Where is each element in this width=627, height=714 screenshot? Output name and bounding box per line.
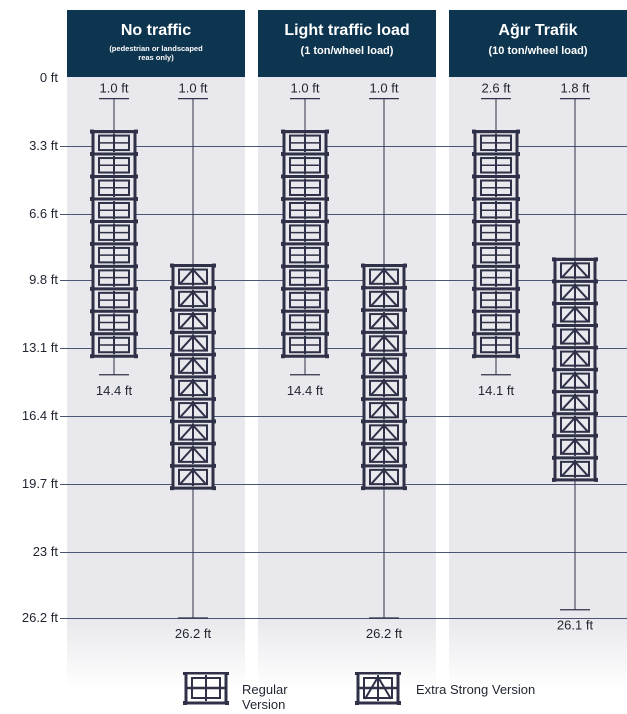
legend-regular-label: Regular Version xyxy=(242,682,288,712)
column-subtitle: (pedestrian or landscaped reas only) xyxy=(109,44,203,62)
y-tick-label: 13.1 ft xyxy=(21,339,58,355)
y-tick-label: 26.2 ft xyxy=(21,609,58,625)
column-title: Ağır Trafik xyxy=(498,22,578,39)
max-depth-label: 26.1 ft xyxy=(557,618,594,633)
gridline xyxy=(60,618,627,619)
column-header: Ağır Trafik (10 ton/wheel load) xyxy=(449,10,627,77)
regular-crate-bar: 2.6 ft 14.1 ft xyxy=(472,81,520,398)
gridline xyxy=(60,416,627,417)
gridline xyxy=(60,146,627,147)
gridline xyxy=(60,552,627,553)
strong-crate-bar: 1.8 ft 26.1 ft xyxy=(552,81,598,633)
strong-crate-icon xyxy=(355,672,401,705)
regular-crate-icon xyxy=(183,672,229,705)
column-header: Light traffic load (1 ton/wheel load) xyxy=(258,10,436,77)
crate-group: 2.6 ft 14.1 ft 1.8 ft 26.1 ft xyxy=(472,81,598,633)
column-title: Light traffic load xyxy=(284,22,410,39)
max-depth-label: 26.2 ft xyxy=(366,626,403,641)
max-depth-label: 26.2 ft xyxy=(175,626,212,641)
legend-strong-label: Extra Strong Version xyxy=(416,682,536,697)
min-cover-label: 1.8 ft xyxy=(561,81,590,96)
column-header: No traffic (pedestrian or landscaped rea… xyxy=(67,10,245,77)
y-tick-label: 23 ft xyxy=(32,544,58,560)
min-cover-label: 1.0 ft xyxy=(100,81,129,96)
legend-icons xyxy=(183,672,401,705)
column-title: No traffic xyxy=(120,22,192,39)
legend: Regular Version Extra Strong Version xyxy=(0,672,627,714)
y-tick-label: 9.8 ft xyxy=(29,271,58,287)
min-cover-label: 1.0 ft xyxy=(370,81,399,96)
crate-group: 1.0 ft 14.4 ft 1.0 ft 26.2 ft xyxy=(281,81,407,641)
y-tick-label: 19.7 ft xyxy=(21,476,58,492)
y-tick-label: 0 ft xyxy=(39,70,58,85)
y-tick-label: 16.4 ft xyxy=(21,408,58,423)
min-cover-label: 1.0 ft xyxy=(179,81,208,96)
min-cover-label: 1.0 ft xyxy=(291,81,320,96)
gridline xyxy=(60,280,627,281)
max-depth-label: 14.4 ft xyxy=(96,383,133,398)
column-subtitle: (1 ton/wheel load) xyxy=(300,45,394,57)
strong-crate-bar: 1.0 ft 26.2 ft xyxy=(170,81,216,641)
crate-group: 1.0 ft 14.4 ft 1.0 ft 26.2 ft xyxy=(90,81,216,641)
regular-crate-bar: 1.0 ft 14.4 ft xyxy=(90,81,138,398)
y-tick-label: 6.6 ft xyxy=(29,206,58,222)
gridline xyxy=(60,348,627,349)
y-tick-label: 3.3 ft xyxy=(29,138,58,153)
gridline xyxy=(60,484,627,485)
regular-crate-bar: 1.0 ft 14.4 ft xyxy=(281,81,329,398)
strong-crate-bar: 1.0 ft 26.2 ft xyxy=(361,81,407,641)
min-cover-label: 2.6 ft xyxy=(482,81,511,96)
column-subtitle: (10 ton/wheel load) xyxy=(488,45,588,57)
max-depth-label: 14.4 ft xyxy=(287,383,324,398)
max-depth-label: 14.1 ft xyxy=(478,383,515,398)
gridline xyxy=(60,214,627,215)
